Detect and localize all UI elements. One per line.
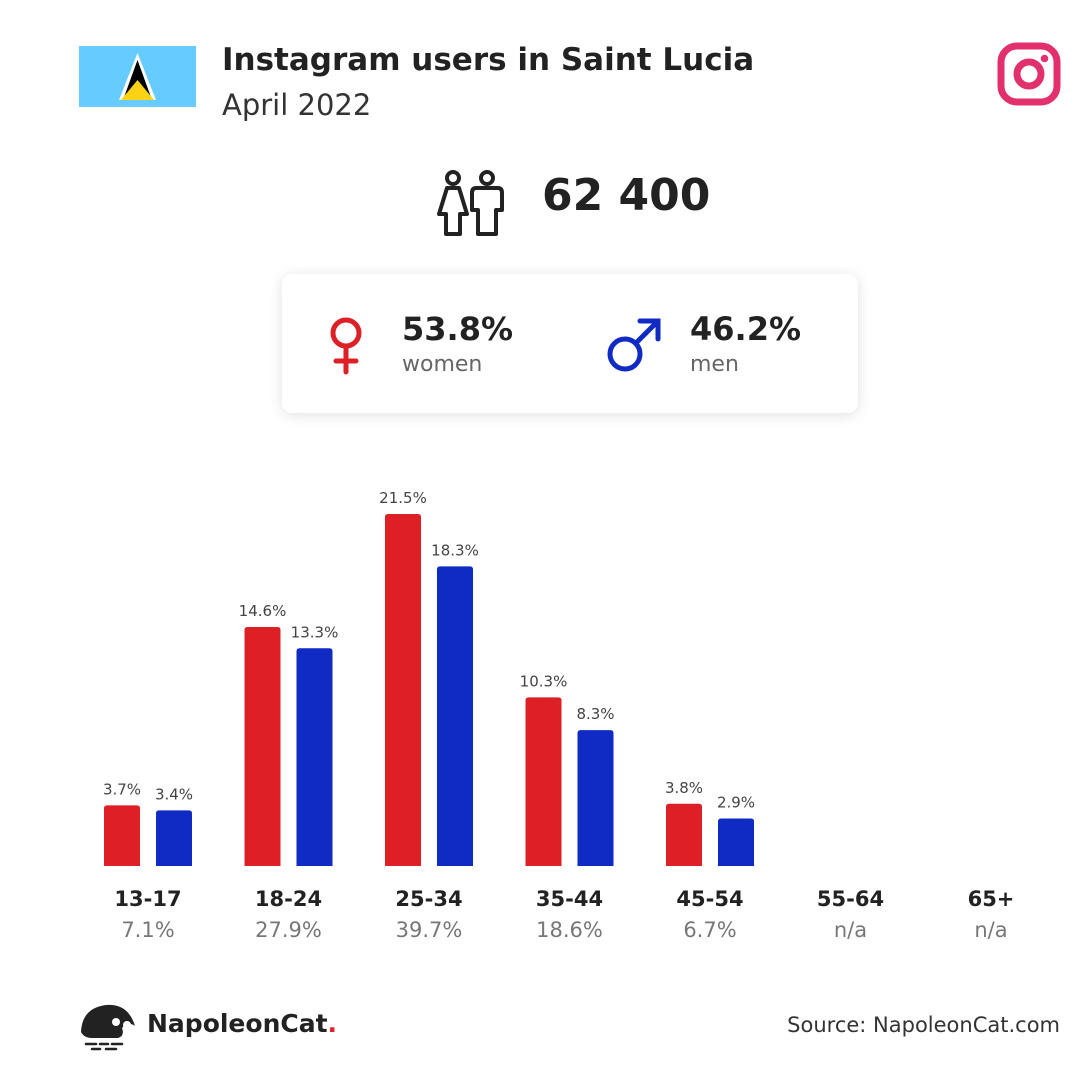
bar-men-35-44 <box>577 730 614 866</box>
age-label-35-44: 35-44 <box>536 887 603 911</box>
napoleoncat-logo-icon <box>81 1004 135 1051</box>
age-total-18-24: 27.9% <box>255 918 322 942</box>
data-label-men-13-17: 3.4% <box>155 785 193 803</box>
age-total-65+: n/a <box>974 918 1007 942</box>
page-title: Instagram users in Saint Lucia <box>222 42 755 78</box>
users-icon <box>437 170 504 236</box>
age-total-13-17: 7.1% <box>121 918 174 942</box>
bar-women-35-44 <box>525 697 562 866</box>
men-percentage: 46.2% <box>690 310 802 348</box>
bar-women-45-54 <box>666 803 702 866</box>
age-label-18-24: 18-24 <box>255 887 322 911</box>
page-subtitle: April 2022 <box>222 88 372 122</box>
data-label-men-45-54: 2.9% <box>717 794 755 812</box>
age-total-55-64: n/a <box>834 918 867 942</box>
data-label-men-35-44: 8.3% <box>576 705 614 723</box>
age-label-55-64: 55-64 <box>817 887 884 911</box>
data-label-women-35-44: 10.3% <box>520 672 568 690</box>
female-icon <box>330 317 362 375</box>
brand-name: NapoleonCat. <box>147 1009 337 1038</box>
age-total-45-54: 6.7% <box>683 918 736 942</box>
data-label-women-18-24: 14.6% <box>239 602 287 620</box>
age-label-13-17: 13-17 <box>114 887 181 911</box>
age-total-25-34: 39.7% <box>396 918 463 942</box>
age-label-45-54: 45-54 <box>676 887 743 911</box>
bar-men-13-17 <box>156 810 192 866</box>
age-label-65+: 65+ <box>968 887 1015 911</box>
bar-women-25-34 <box>385 514 421 866</box>
brand-dot: . <box>327 1009 338 1038</box>
source-credit: Source: NapoleonCat.com <box>787 1013 1060 1037</box>
age-gender-bar-chart: 3.7% 3.4% 13-17 7.1% 14.6%13.3% 18-24 27.9% 21.… <box>103 489 1015 942</box>
saint-lucia-flag-icon <box>79 46 196 107</box>
male-icon <box>607 318 661 372</box>
women-percentage: 53.8% <box>402 310 514 348</box>
data-label-men-25-34: 18.3% <box>431 541 479 559</box>
gender-card: 53.8% women 46.2% men <box>282 274 858 413</box>
age-label-25-34: 25-34 <box>395 887 462 911</box>
data-label-women-45-54: 3.8% <box>665 779 703 797</box>
brand-text: NapoleonCat <box>147 1009 328 1038</box>
total-users-value: 62 400 <box>542 170 711 221</box>
data-label-women-25-34: 21.5% <box>379 489 427 507</box>
data-label-men-18-24: 13.3% <box>291 623 339 641</box>
bar-men-18-24 <box>296 648 333 866</box>
bar-women-13-17 <box>104 805 140 866</box>
data-label-women-13-17: 3.7% <box>103 780 141 798</box>
bar-men-25-34 <box>437 566 473 866</box>
age-total-35-44: 18.6% <box>536 918 603 942</box>
bar-women-18-24 <box>244 626 281 866</box>
bar-men-45-54 <box>718 818 754 866</box>
women-label: women <box>402 352 483 377</box>
instagram-icon <box>997 42 1061 106</box>
men-label: men <box>690 352 739 377</box>
